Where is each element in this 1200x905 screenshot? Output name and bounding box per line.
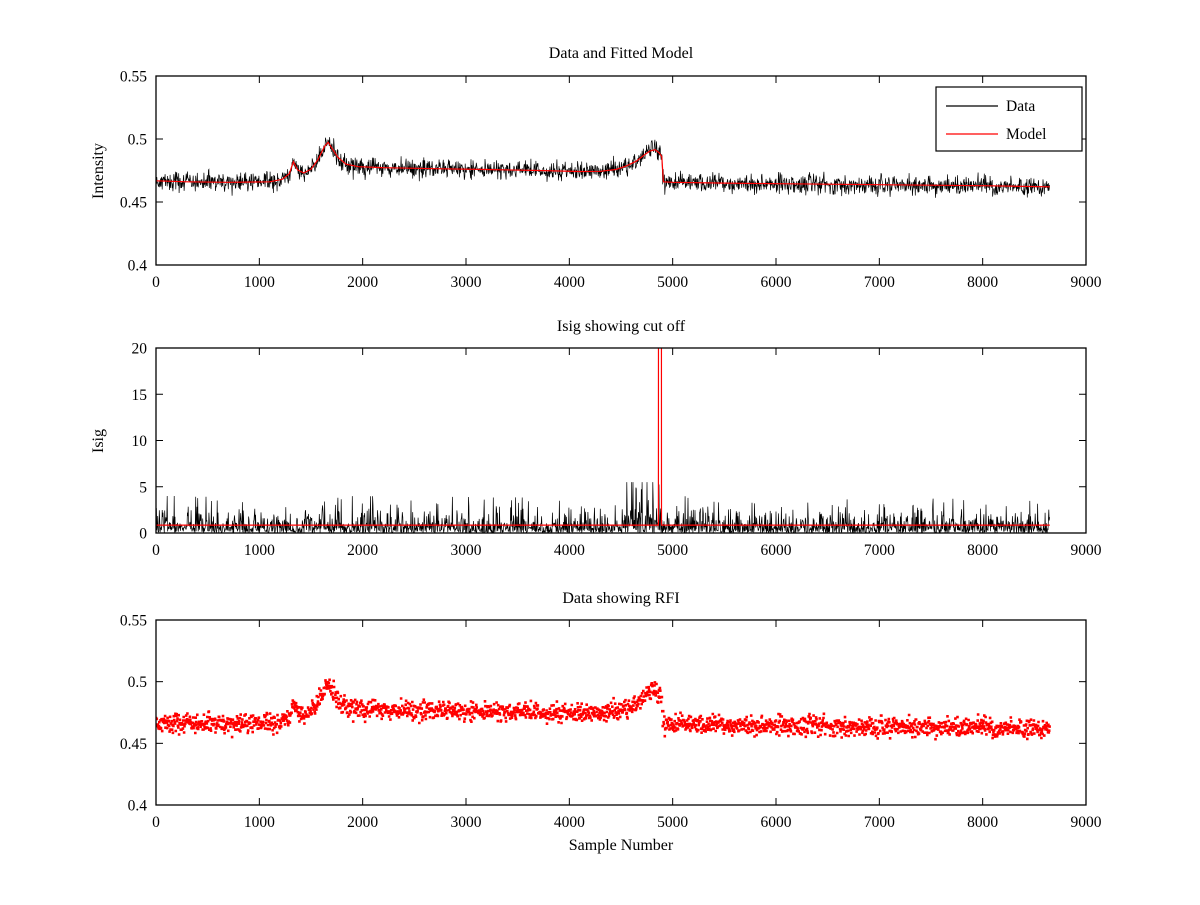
subplot-1-title: Data and Fitted Model (549, 45, 694, 62)
x-tick-label: 2000 (347, 542, 378, 559)
y-tick-label: 0.4 (128, 258, 148, 275)
series-isig (156, 482, 1050, 533)
plot-area (156, 348, 1050, 533)
subplot-3-title: Data showing RFI (562, 590, 679, 607)
legend: Data Model (935, 86, 1083, 152)
y-tick-label: 0.55 (120, 613, 147, 630)
x-tick-label: 5000 (657, 274, 688, 291)
y-tick-label: 0.55 (120, 69, 147, 86)
x-tick-label: 3000 (451, 542, 482, 559)
subplot-isig-cutoff: 0 1000 2000 3000 4000 5000 6000 7000 8000 9000 0 5 1… (132, 341, 1102, 560)
legend-label-model: Model (1006, 126, 1046, 143)
x-tick-label: 4000 (554, 542, 585, 559)
y-tick-label: 0.45 (120, 195, 147, 212)
x-tick-label: 9000 (1071, 814, 1102, 831)
x-tick-label: 8000 (967, 542, 998, 559)
x-tick-label: 2000 (347, 274, 378, 291)
subplot-data-rfi: 0 1000 2000 3000 4000 5000 6000 7000 8000 9000 0.4… (120, 613, 1102, 832)
x-tick-label: 6000 (761, 542, 792, 559)
y-axis-label-isig: Isig (90, 429, 107, 453)
x-tick-label: 7000 (864, 542, 895, 559)
x-tick-label: 4000 (554, 274, 585, 291)
plot-area (156, 137, 1050, 198)
axes-box (155, 75, 1087, 266)
y-tick-label: 5 (139, 479, 147, 496)
y-tick-label: 0 (139, 526, 147, 543)
y-tick-label: 20 (132, 341, 148, 358)
x-tick-label: 4000 (554, 814, 585, 831)
y-tick-label: 10 (132, 433, 148, 450)
x-tick-label: 0 (152, 542, 160, 559)
series-model (156, 141, 1050, 188)
axes-box (155, 619, 1087, 806)
y-tick-label: 15 (132, 387, 148, 404)
x-tick-label: 3000 (451, 814, 482, 831)
x-tick-label: 0 (152, 274, 160, 291)
x-tick-label: 6000 (761, 274, 792, 291)
y-axis-label-intensity: Intensity (90, 143, 107, 199)
x-tick-label: 3000 (451, 274, 482, 291)
x-axis-label: Sample Number (569, 837, 674, 854)
x-tick-label: 8000 (967, 814, 998, 831)
axis-ticks: 0 1000 2000 3000 4000 5000 6000 7000 8000 9000 0.4… (120, 613, 1102, 832)
x-tick-label: 0 (152, 814, 160, 831)
x-tick-label: 5000 (657, 814, 688, 831)
y-tick-label: 0.4 (128, 798, 148, 815)
x-tick-label: 7000 (864, 814, 895, 831)
axis-ticks: 0 1000 2000 3000 4000 5000 6000 7000 8000 9000 0.4… (120, 69, 1102, 292)
x-tick-label: 7000 (864, 274, 895, 291)
x-tick-label: 8000 (967, 274, 998, 291)
x-tick-label: 1000 (244, 814, 275, 831)
legend-label-data: Data (1006, 98, 1035, 115)
x-tick-label: 9000 (1071, 542, 1102, 559)
x-tick-label: 1000 (244, 274, 275, 291)
x-tick-label: 5000 (657, 542, 688, 559)
x-tick-label: 2000 (347, 814, 378, 831)
y-tick-label: 0.45 (120, 736, 147, 753)
axis-ticks: 0 1000 2000 3000 4000 5000 6000 7000 8000 9000 0 5 1… (132, 341, 1102, 560)
y-tick-label: 0.5 (128, 132, 148, 149)
x-tick-label: 1000 (244, 542, 275, 559)
legend-box (935, 86, 1083, 152)
plot-area (156, 678, 1051, 741)
subplot-2-title: Isig showing cut off (557, 318, 686, 335)
x-tick-label: 9000 (1071, 274, 1102, 291)
x-tick-label: 6000 (761, 814, 792, 831)
series-cut-off (156, 348, 1050, 526)
y-tick-label: 0.5 (128, 674, 148, 691)
subplot-data-and-fitted-model: 0 1000 2000 3000 4000 5000 6000 7000 8000 9000 0.4… (120, 69, 1102, 292)
series-rfi-data (156, 678, 1051, 741)
